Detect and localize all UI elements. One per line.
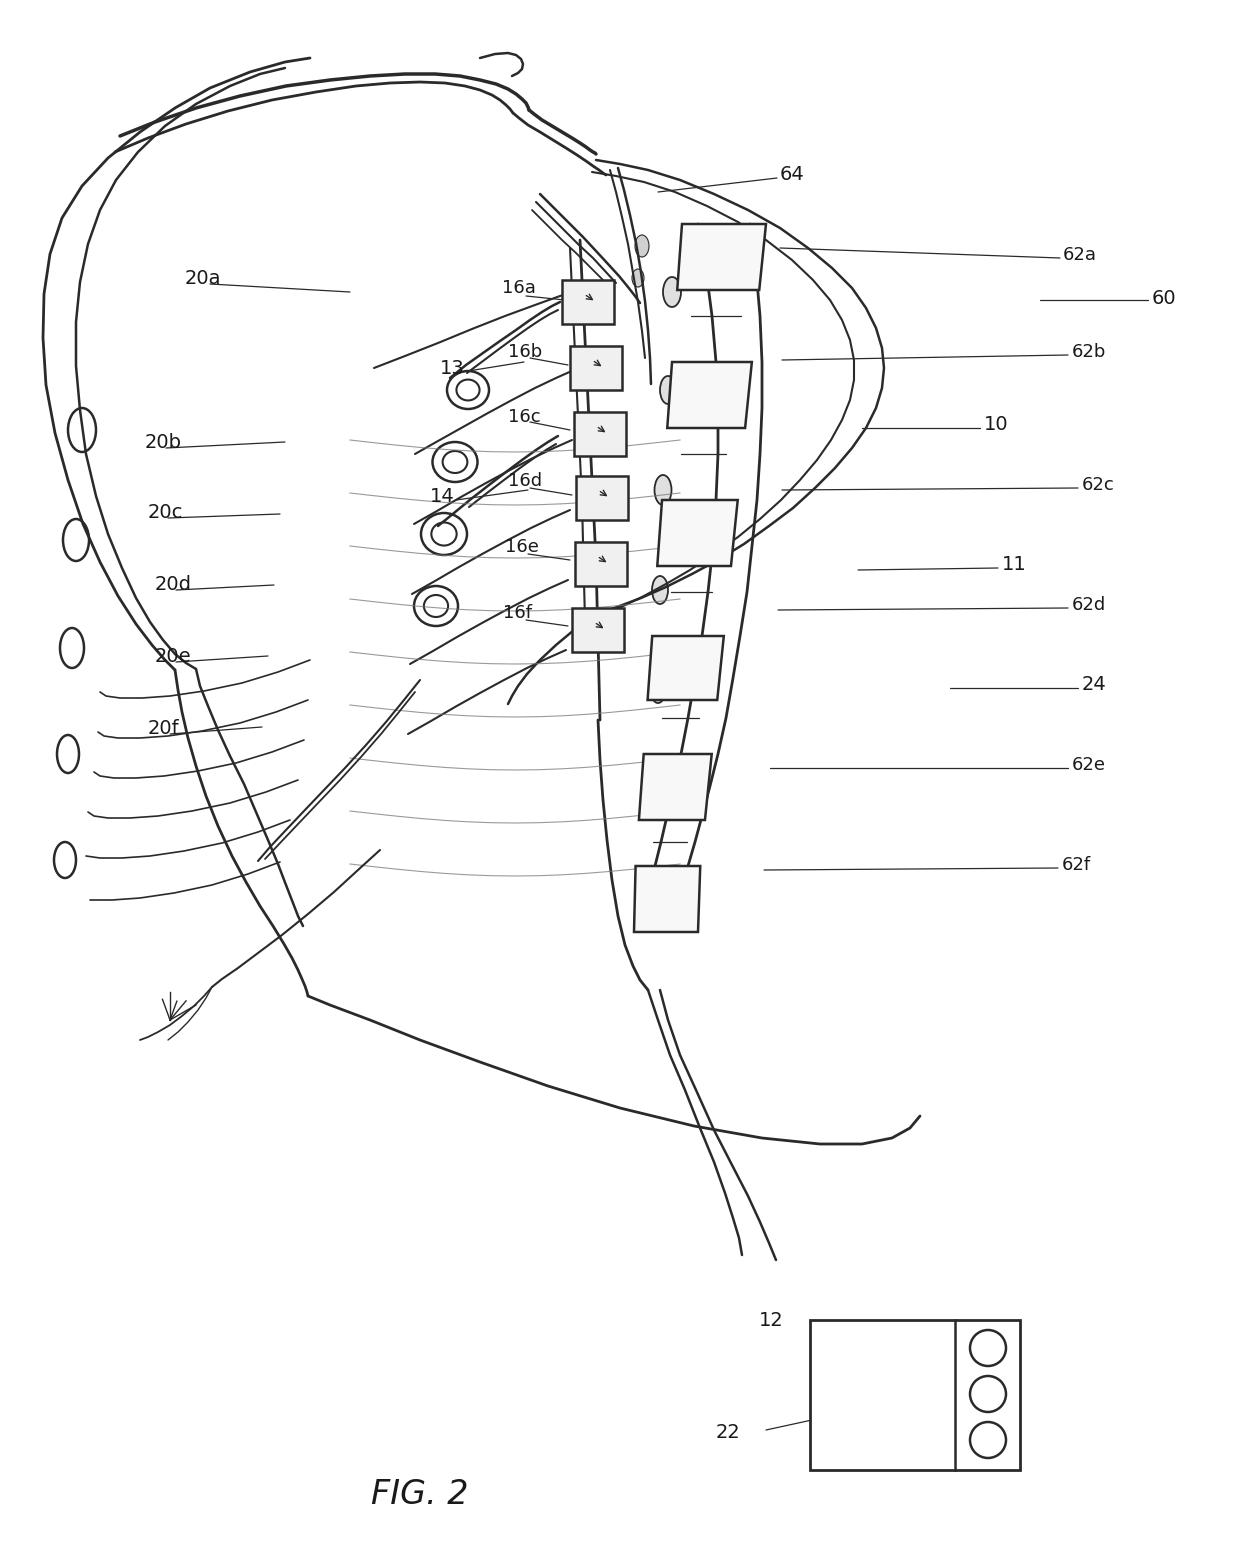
Text: 24: 24 [1083, 675, 1107, 694]
Ellipse shape [635, 236, 649, 257]
Text: 10: 10 [985, 415, 1008, 435]
Ellipse shape [632, 268, 644, 287]
Bar [562, 279, 614, 324]
Bar [570, 346, 622, 390]
Text: 16e: 16e [505, 538, 539, 555]
Text: 11: 11 [1002, 555, 1027, 574]
Bar [577, 476, 627, 519]
Polygon shape [677, 225, 766, 290]
Text: 20f: 20f [148, 719, 180, 738]
Text: 62b: 62b [1073, 343, 1106, 360]
Text: FIG. 2: FIG. 2 [371, 1479, 469, 1512]
Polygon shape [667, 362, 751, 427]
Text: 22: 22 [715, 1423, 740, 1441]
Bar [572, 608, 624, 652]
Ellipse shape [655, 474, 672, 505]
Bar [575, 541, 627, 587]
Text: 62c: 62c [1083, 476, 1115, 495]
Text: 16b: 16b [508, 343, 542, 360]
Polygon shape [639, 753, 712, 821]
Text: 20e: 20e [155, 647, 192, 666]
Polygon shape [647, 636, 724, 700]
Text: 16a: 16a [502, 279, 536, 296]
Text: 62e: 62e [1073, 757, 1106, 774]
Text: 20b: 20b [145, 434, 182, 452]
Ellipse shape [663, 278, 681, 307]
Ellipse shape [652, 576, 668, 604]
Text: 16c: 16c [508, 409, 541, 426]
Polygon shape [657, 501, 738, 566]
Text: 14: 14 [430, 487, 455, 507]
Bar [810, 1320, 1021, 1470]
Text: 16f: 16f [503, 604, 532, 622]
Text: 62a: 62a [1063, 246, 1097, 264]
Text: 62d: 62d [1073, 596, 1106, 615]
Text: 20d: 20d [155, 576, 192, 594]
Text: 12: 12 [759, 1310, 784, 1329]
Text: 20c: 20c [148, 504, 184, 523]
Ellipse shape [651, 677, 666, 704]
Text: 64: 64 [780, 165, 805, 184]
Text: 13: 13 [440, 359, 465, 378]
Ellipse shape [660, 376, 676, 404]
Text: 16d: 16d [508, 473, 542, 490]
Polygon shape [634, 866, 701, 931]
Bar [574, 412, 626, 456]
Text: 60: 60 [1152, 289, 1177, 307]
Text: 20a: 20a [185, 268, 222, 287]
Text: 62f: 62f [1061, 856, 1091, 874]
